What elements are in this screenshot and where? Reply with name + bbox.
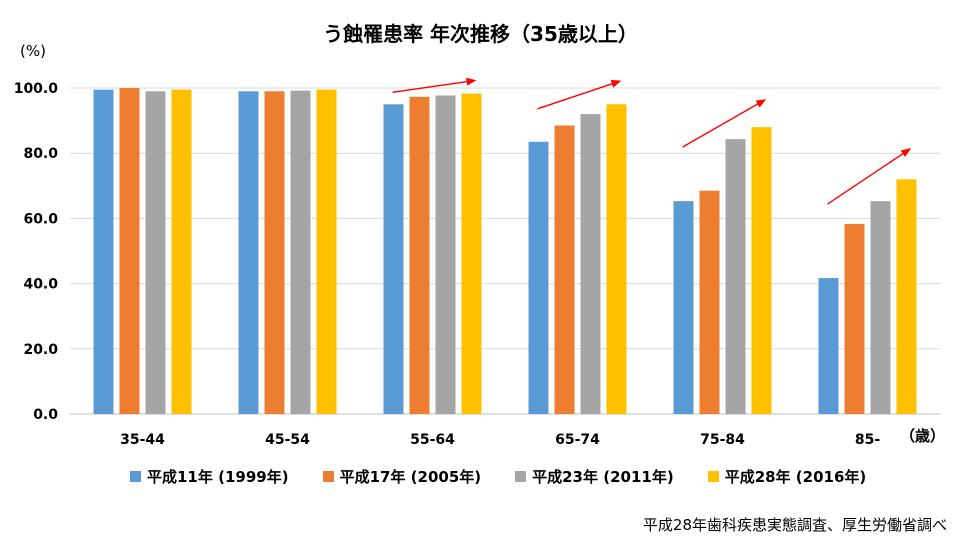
bars	[93, 88, 917, 415]
bar-85--series-0	[818, 278, 839, 414]
x-tick-label: 65-74	[555, 432, 600, 448]
y-tick-label: 20.0	[23, 342, 58, 358]
bar-35-44-series-1	[119, 88, 140, 414]
bar-75-84-series-3	[751, 127, 772, 415]
bar-65-74-series-2	[580, 114, 601, 414]
x-axis-unit-label: （歳）	[900, 427, 946, 445]
y-axis-unit-label: (%)	[20, 42, 46, 60]
bar-75-84-series-0	[673, 201, 694, 414]
bar-55-64-series-3	[461, 93, 482, 415]
x-tick-label: 45-54	[265, 432, 310, 448]
bar-45-54-series-1	[264, 91, 285, 414]
legend-label: 平成28年 (2016年)	[724, 468, 867, 486]
bar-85--series-3	[896, 179, 917, 414]
y-tick-label: 0.0	[33, 407, 58, 423]
legend-swatch	[322, 471, 334, 482]
y-tick-label: 100.0	[14, 81, 59, 97]
legend-item: 平成23年 (2011年)	[515, 466, 674, 487]
bar-45-54-series-2	[290, 90, 311, 414]
x-tick-label: 55-64	[410, 432, 455, 448]
y-tick-labels: 0.0 20.0 40.0 60.0 80.0 100.0	[14, 81, 59, 423]
bar-85--series-1	[844, 223, 865, 414]
bar-45-54-series-0	[238, 91, 259, 414]
legend-swatch	[130, 471, 141, 482]
bar-65-74-series-1	[554, 125, 575, 415]
bar-85--series-2	[870, 201, 891, 414]
trend-arrow	[537, 80, 622, 110]
trend-arrow	[392, 77, 477, 93]
y-tick-label: 40.0	[23, 277, 58, 293]
bar-45-54-series-3	[316, 89, 337, 414]
bar-55-64-series-1	[409, 96, 430, 414]
bar-35-44-series-2	[145, 91, 166, 414]
x-tick-label: 75-84	[700, 432, 745, 448]
legend-label: 平成11年 (1999年)	[147, 468, 289, 486]
source-note: 平成28年歯科疾患実態調査、厚生労働省調べ	[642, 516, 947, 534]
bar-35-44-series-0	[93, 89, 114, 414]
trend-arrow	[827, 148, 912, 205]
bar-75-84-series-2	[725, 139, 746, 414]
bar-65-74-series-3	[606, 104, 627, 415]
bar-55-64-series-0	[383, 104, 404, 415]
legend-label: 平成23年 (2011年)	[532, 468, 674, 486]
gridlines	[70, 87, 940, 415]
legend-swatch	[515, 471, 527, 482]
legend-item: 平成17年 (2005年)	[322, 466, 482, 487]
legend: 平成11年 (1999年) 平成17年 (2005年) 平成23年 (2011年) 平…	[130, 466, 866, 487]
bar-35-44-series-3	[171, 89, 192, 414]
legend-item: 平成11年 (1999年)	[130, 466, 289, 487]
bar-55-64-series-2	[435, 95, 456, 415]
trend-arrow	[682, 99, 767, 148]
trend-arrows	[392, 77, 912, 205]
bar-75-84-series-1	[699, 190, 720, 414]
x-tick-label: 85-	[855, 432, 880, 448]
x-tick-label: 35-44	[120, 432, 165, 448]
bar-65-74-series-0	[528, 141, 549, 415]
legend-label: 平成17年 (2005年)	[339, 468, 482, 486]
x-tick-labels: 35-44 45-54 55-64 65-74 75-84 85-	[120, 432, 880, 448]
y-tick-label: 80.0	[23, 146, 58, 162]
chart-title: う蝕罹患率 年次推移（35歳以上）	[323, 22, 638, 46]
legend-swatch	[707, 471, 719, 482]
legend-item: 平成28年 (2016年)	[707, 466, 867, 487]
y-tick-label: 60.0	[23, 211, 58, 227]
